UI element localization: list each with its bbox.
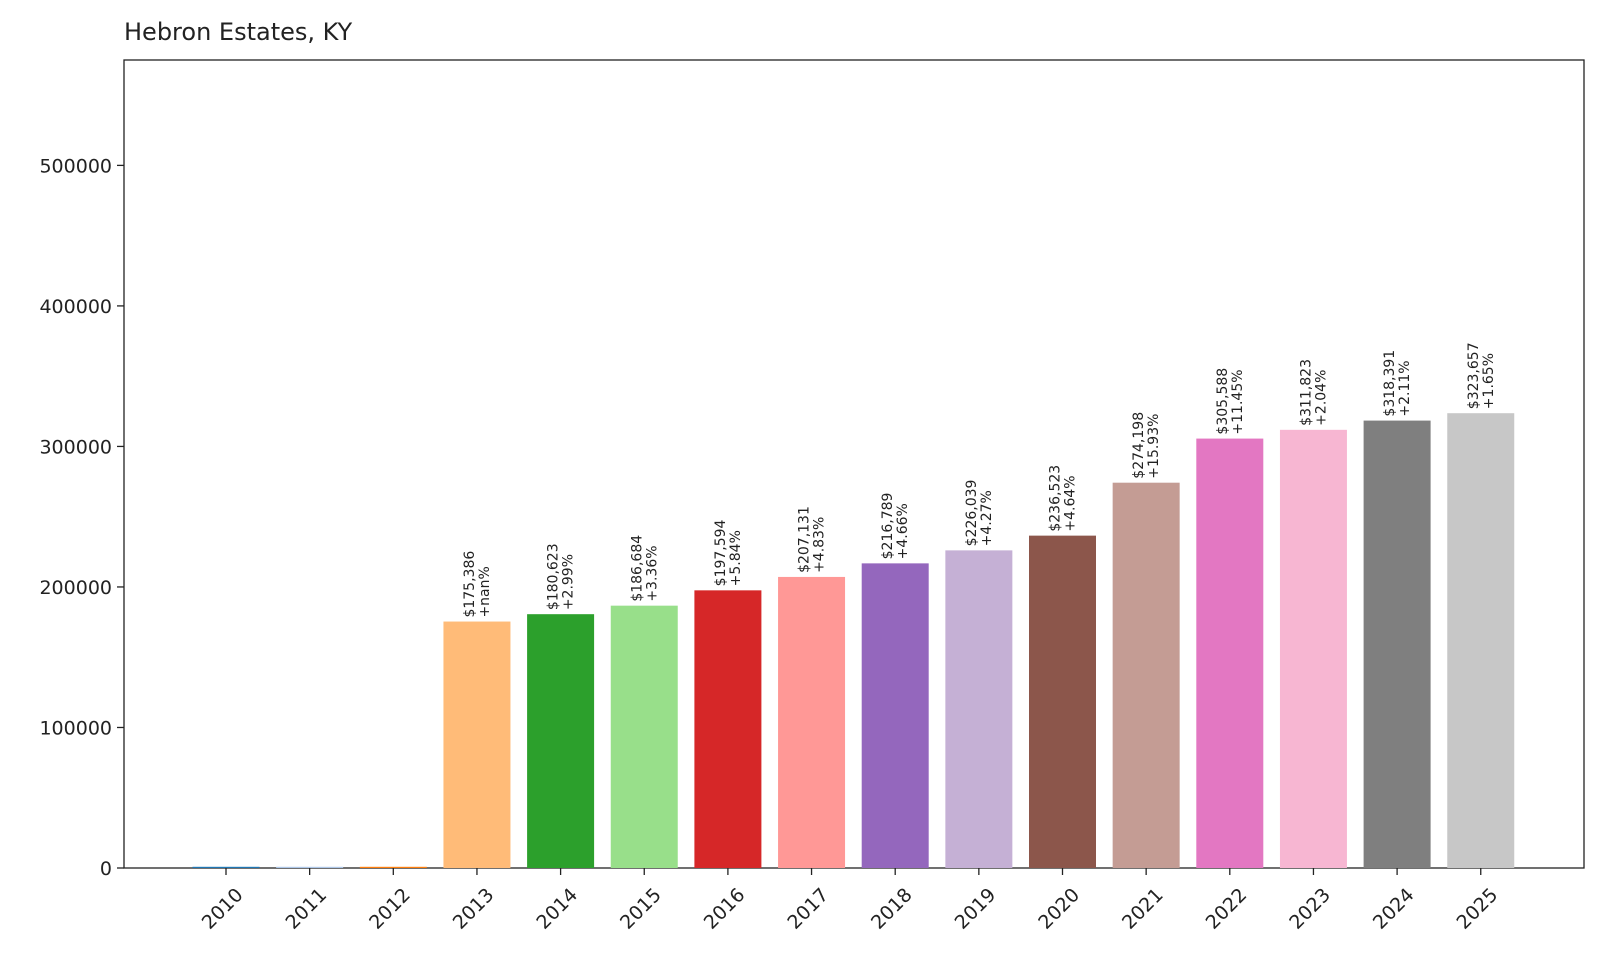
x-tick-label-2022: 2022 [1202,884,1252,934]
bar-2019 [945,550,1013,868]
y-tick-label: 0 [100,858,112,880]
bar-2023 [1279,429,1347,868]
x-tick-label-2012: 2012 [365,884,415,934]
x-tick-label-2025: 2025 [1453,884,1503,934]
bar-2014 [527,614,595,868]
x-tick-label-2013: 2013 [449,884,499,934]
bar-2024 [1363,420,1431,868]
bar-label-2013: $175,386+nan% [462,551,493,618]
y-tick-label: 300000 [39,436,112,458]
x-tick-label-2011: 2011 [281,884,331,934]
x-tick-label-2017: 2017 [783,884,833,934]
bar-label-2014: $180,623+2.99% [546,543,577,610]
bar-2013 [443,621,511,868]
bars [192,413,1515,868]
x-tick-label-2021: 2021 [1118,884,1168,934]
bar-label-2016: $197,594+5.84% [713,519,744,586]
bar-label-2020: $236,523+4.64% [1048,465,1079,532]
bar-label-2015: $186,684+3.36% [629,535,660,602]
x-tick-label-2019: 2019 [951,884,1001,934]
bar-value-labels: $175,386+nan% $180,623+2.99% $186,684+3.36… [462,342,1497,617]
x-tick-label-2010: 2010 [198,884,248,934]
y-tick-label: 400000 [39,296,112,318]
y-tick-label: 200000 [39,577,112,599]
bar-label-2022: $305,588+11.45% [1215,368,1246,435]
y-tick-label: 500000 [39,155,112,177]
bar-2022 [1196,438,1264,868]
x-tick-label-2023: 2023 [1285,884,1335,934]
bar-2015 [610,605,678,868]
chart-title: Hebron Estates, KY [124,18,353,46]
x-axis: 2010 2011 2012 2013 2014 2015 2016 2017 2018 2019… [198,868,1503,934]
x-tick-label-2015: 2015 [616,884,666,934]
bar-2010 [192,866,260,868]
x-tick-label-2020: 2020 [1034,884,1084,934]
bar-label-2025: $323,657+1.65% [1466,342,1497,409]
bar-label-2023: $311,823+2.04% [1298,359,1329,426]
y-tick-label: 100000 [39,717,112,739]
y-axis: 0 100000 200000 300000 400000 500000 [39,155,124,880]
x-tick-label-2018: 2018 [867,884,917,934]
bar-2012 [359,866,427,868]
plot-area-frame [123,59,1585,869]
bar-2018 [861,563,929,868]
bar-label-2021: $274,198+15.93% [1131,412,1162,479]
bar-label-2019: $226,039+4.27% [964,480,995,547]
bar-2011 [276,866,344,868]
x-tick-label-2024: 2024 [1369,884,1419,934]
bar-label-2018: $216,789+4.66% [880,493,911,560]
bar-label-2017: $207,131+4.83% [797,506,828,573]
bar-2025 [1447,413,1515,868]
x-tick-label-2014: 2014 [532,884,582,934]
bar-2016 [694,590,762,868]
bar-2017 [778,576,846,868]
bar-2021 [1112,482,1180,868]
bar-2020 [1029,535,1096,868]
x-tick-label-2016: 2016 [700,884,750,934]
bar-label-2024: $318,391+2.11% [1382,350,1413,417]
